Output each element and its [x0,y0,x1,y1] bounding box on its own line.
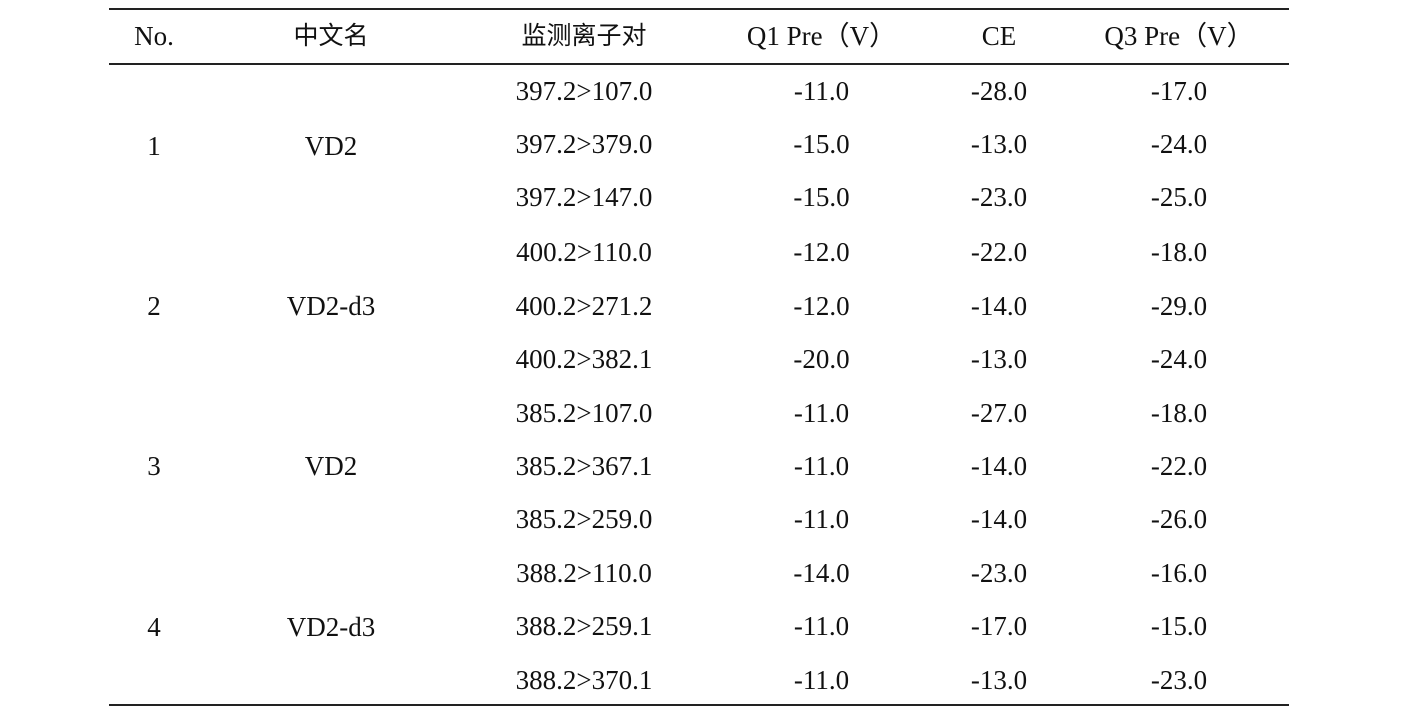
ion-pair-cell: 385.2>367.1 [515,451,653,481]
ce-cell: -23.0 [970,182,1028,212]
ce-cell: -14.0 [970,291,1028,321]
ion-pair-cell: 388.2>370.1 [515,665,653,695]
ion-pair-cell: 400.2>382.1 [515,344,653,374]
group-number: 2 [147,291,161,321]
q3-pre-cell: -29.0 [1150,291,1208,321]
q3-pre-cell: -18.0 [1150,237,1208,267]
group-number: 3 [147,451,161,481]
ce-cell: -13.0 [970,129,1028,159]
ce-cell: -27.0 [970,398,1028,428]
header-ion-pair: 监测离子对 [521,21,647,50]
header-q1-pre: Q1 Pre（V） [746,21,897,51]
q1-pre-cell: -15.0 [793,182,850,212]
group-name: VD2-d3 [286,612,376,642]
q3-pre-cell: -25.0 [1150,182,1208,212]
header-q3-pre: Q3 Pre（V） [1104,21,1254,51]
q1-pre-cell: -11.0 [793,504,850,534]
ce-cell: -17.0 [970,611,1028,641]
header-rule [109,63,1289,65]
q3-pre-cell: -17.0 [1150,76,1208,106]
ion-pair-cell: 388.2>110.0 [516,558,652,588]
ion-pair-cell: 397.2>379.0 [515,129,653,159]
header-chinese-name: 中文名 [293,21,369,50]
q1-pre-cell: -12.0 [793,291,850,321]
q1-pre-cell: -11.0 [793,76,850,106]
q1-pre-cell: -11.0 [793,398,850,428]
ce-cell: -13.0 [970,344,1028,374]
q3-pre-cell: -22.0 [1150,451,1208,481]
q3-pre-cell: -16.0 [1150,558,1208,588]
table-top-rule [109,8,1289,10]
table-bottom-rule [109,704,1289,706]
q3-pre-cell: -24.0 [1150,344,1208,374]
header-no: No. [134,21,174,51]
q3-pre-cell: -26.0 [1150,504,1208,534]
ce-cell: -22.0 [970,237,1028,267]
ce-cell: -13.0 [970,665,1028,695]
q1-pre-cell: -14.0 [793,558,850,588]
q1-pre-cell: -15.0 [793,129,850,159]
ion-pair-cell: 400.2>271.2 [515,291,653,321]
ion-pair-cell: 397.2>107.0 [515,76,653,106]
ce-cell: -23.0 [970,558,1028,588]
group-name: VD2 [304,131,358,161]
group-number: 1 [147,131,161,161]
q1-pre-cell: -20.0 [793,344,850,374]
group-name: VD2 [304,451,358,481]
ce-cell: -14.0 [970,451,1028,481]
q1-pre-cell: -12.0 [793,237,850,267]
group-name: VD2-d3 [286,291,376,321]
header-ce: CE [981,21,1017,51]
q1-pre-cell: -11.0 [793,665,850,695]
ion-pair-cell: 385.2>107.0 [515,398,653,428]
ion-pair-cell: 397.2>147.0 [515,182,653,212]
ion-pair-cell: 400.2>110.0 [516,237,652,267]
ce-cell: -28.0 [970,76,1028,106]
q3-pre-cell: -15.0 [1150,611,1208,641]
q3-pre-cell: -18.0 [1150,398,1208,428]
ion-pair-cell: 385.2>259.0 [515,504,653,534]
q3-pre-cell: -24.0 [1150,129,1208,159]
q1-pre-cell: -11.0 [793,611,850,641]
group-number: 4 [147,612,161,642]
ce-cell: -14.0 [970,504,1028,534]
q3-pre-cell: -23.0 [1150,665,1208,695]
ion-pair-cell: 388.2>259.1 [515,611,653,641]
q1-pre-cell: -11.0 [793,451,850,481]
